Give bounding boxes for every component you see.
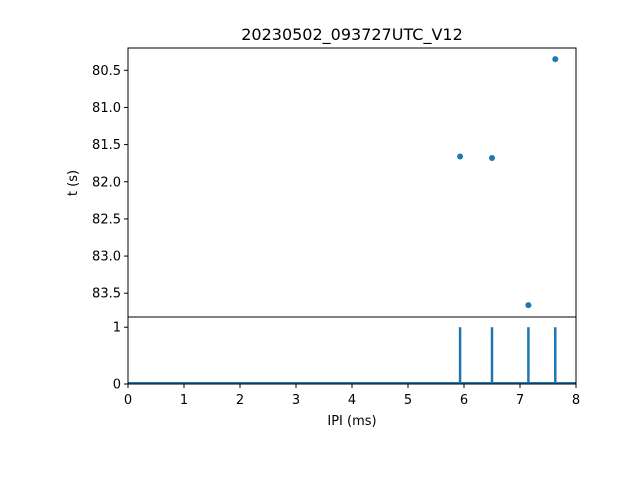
- top-y-ticks: 80.5 81.0 81.5 82.0 82.5 83.0 83.5: [92, 64, 128, 302]
- bottom-x-tick-label: 1: [180, 393, 188, 408]
- top-y-tick-label: 81.0: [92, 101, 121, 116]
- scatter-point: [457, 153, 464, 160]
- bottom-x-tick-label: 6: [460, 393, 468, 408]
- top-y-tick-label: 81.5: [92, 138, 121, 153]
- top-y-tick-label: 83.5: [92, 287, 121, 302]
- bottom-plot-frame: [127, 316, 577, 385]
- top-y-tick-label: 83.0: [92, 250, 121, 265]
- scatter-point: [489, 154, 495, 161]
- scatter-point: [552, 56, 559, 63]
- bottom-x-tick-label: 2: [236, 393, 244, 408]
- bottom-x-tick-label: 8: [572, 393, 580, 408]
- bottom-x-tick-label: 0: [124, 393, 132, 408]
- bottom-x-tick-label: 5: [404, 393, 412, 408]
- bottom-x-axis-label: IPI (ms): [327, 414, 376, 429]
- top-panel: 80.5 81.0 81.5 82.0 82.5 83.0 83.5 t (s): [66, 47, 577, 318]
- top-y-axis-label: t (s): [66, 170, 81, 196]
- bottom-x-ticks: 0 1 2 3 4 5 6 7 8: [124, 384, 580, 408]
- scatter-point: [525, 302, 532, 309]
- bottom-y-ticks: 01: [113, 321, 128, 393]
- top-y-tick-label: 82.0: [92, 175, 121, 190]
- top-y-tick-label: 82.5: [92, 212, 121, 227]
- bottom-x-tick-label: 7: [516, 393, 524, 408]
- bottom-x-tick-label: 3: [292, 393, 300, 408]
- top-scatter-points: [457, 56, 559, 309]
- top-y-tick-label: 80.5: [92, 64, 121, 79]
- bottom-x-tick-label: 4: [348, 393, 356, 408]
- bottom-y-tick-label: 1: [113, 321, 121, 336]
- chart-title: 20230502_093727UTC_V12: [241, 25, 463, 45]
- bottom-y-tick-label: 0: [113, 378, 121, 393]
- bottom-spikes: [458, 327, 557, 384]
